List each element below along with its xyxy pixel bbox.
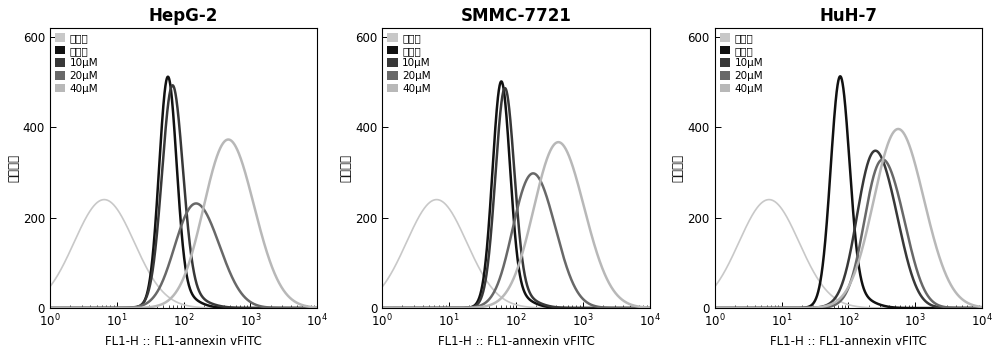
X-axis label: FL1-H :: FL1-annexin vFITC: FL1-H :: FL1-annexin vFITC bbox=[770, 335, 927, 348]
Legend: 对照组, 阳性组, 10μM, 20μM, 40μM: 对照组, 阳性组, 10μM, 20μM, 40μM bbox=[53, 31, 100, 95]
Y-axis label: 细胞数目: 细胞数目 bbox=[7, 154, 20, 182]
Legend: 对照组, 阳性组, 10μM, 20μM, 40μM: 对照组, 阳性组, 10μM, 20μM, 40μM bbox=[718, 31, 765, 95]
X-axis label: FL1-H :: FL1-annexin vFITC: FL1-H :: FL1-annexin vFITC bbox=[105, 335, 262, 348]
X-axis label: FL1-H :: FL1-annexin vFITC: FL1-H :: FL1-annexin vFITC bbox=[438, 335, 594, 348]
Legend: 对照组, 阳性组, 10μM, 20μM, 40μM: 对照组, 阳性组, 10μM, 20μM, 40μM bbox=[385, 31, 433, 95]
Title: HepG-2: HepG-2 bbox=[149, 7, 218, 25]
Y-axis label: 细胞数目: 细胞数目 bbox=[672, 154, 685, 182]
Y-axis label: 细胞数目: 细胞数目 bbox=[339, 154, 352, 182]
Title: HuH-7: HuH-7 bbox=[819, 7, 877, 25]
Title: SMMC-7721: SMMC-7721 bbox=[461, 7, 571, 25]
